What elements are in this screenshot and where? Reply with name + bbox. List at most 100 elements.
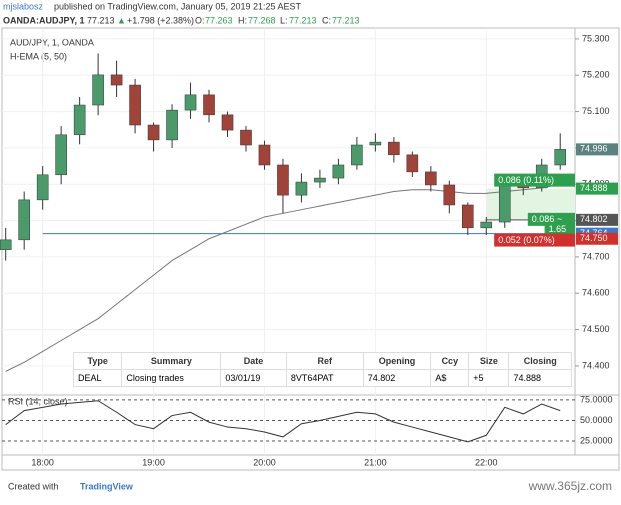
h-label: H: [238, 15, 247, 25]
price-label-box [576, 182, 618, 195]
candle-body [36, 174, 49, 201]
candle-body [203, 94, 215, 116]
price-label-box [576, 213, 618, 226]
annotation-box [494, 173, 575, 187]
candle-body [314, 177, 326, 183]
annotation-label: 0.086 (0.11%) [498, 175, 554, 185]
table-cell: 03/01/19 [220, 369, 287, 387]
table-header: Date [220, 352, 287, 370]
y-tick-label: 74.600 [582, 288, 610, 298]
rsi-title: RSI (14, close) [8, 396, 68, 406]
price-label: 74.888 [580, 183, 608, 193]
candle-body [425, 171, 437, 186]
table-header: Summary [121, 352, 222, 370]
rsi-tick-label: 50.0000 [580, 415, 613, 425]
table-cell: Closing trades [121, 369, 222, 387]
x-tick-label: 20:00 [253, 457, 276, 467]
candle-body [18, 199, 30, 241]
table-header: Opening [362, 352, 432, 370]
brand[interactable]: TradingView [80, 481, 134, 491]
candle-body [351, 144, 363, 166]
l: 77.213 [289, 15, 317, 25]
candle-body [277, 164, 289, 196]
candle-body [388, 141, 400, 156]
candle-body [406, 154, 419, 173]
rsi-tick-label: 25.0000 [580, 435, 613, 445]
annotation-box [494, 233, 575, 247]
rsi-line [5, 400, 561, 443]
table-header: Closing [508, 352, 572, 370]
candle-body [0, 239, 12, 250]
y-tick-label: 75.300 [582, 33, 610, 43]
chart-title: AUD/JPY, 1, OANDA [10, 37, 94, 47]
candle-body [129, 84, 141, 126]
y-tick-label: 75.100 [582, 106, 610, 116]
candle-body [73, 104, 86, 136]
annotation-box [527, 212, 575, 226]
table-cell: A$ [430, 369, 470, 387]
annotation-label: 0.052 (0.07%) [498, 235, 555, 245]
candle-body [461, 204, 474, 229]
ema-line [5, 183, 561, 372]
o-label: O: [195, 15, 205, 25]
h: 77.268 [248, 15, 276, 25]
trade-table: Type Summary Date Ref Opening Ccy Size Closing D… [72, 352, 572, 387]
candle-body [443, 184, 456, 206]
rsi-tick-label: 75.0000 [580, 394, 613, 404]
candle-body [498, 182, 511, 223]
table-header: Type [72, 352, 123, 370]
table-cell: 74.888 [508, 369, 572, 387]
c-label: C: [322, 15, 331, 25]
price-label-box [576, 232, 618, 245]
table-header: Size [468, 352, 510, 370]
arrow: ▲ [117, 15, 126, 25]
x-tick-label: 18:00 [31, 457, 54, 467]
author[interactable]: mjslabosz [3, 1, 44, 11]
price: 77.213 [87, 15, 115, 25]
annotation-box [544, 222, 575, 236]
table-cell: 74.802 [362, 369, 432, 387]
annotation-label: 1.65 [549, 224, 567, 234]
candle-body [332, 164, 345, 179]
c: 77.213 [332, 15, 360, 25]
candle-body [480, 221, 493, 229]
candle-body [554, 149, 567, 166]
candle-body [110, 74, 123, 86]
table-row: DEAL Closing trades 03/01/19 8VT64PAT 74.802… [72, 369, 572, 387]
x-tick-label: 19:00 [142, 457, 165, 467]
table-cell: +5 [468, 369, 510, 387]
y-tick-label: 74.400 [582, 360, 610, 370]
annotation-label: 0.086 ~ [532, 214, 562, 224]
l-label: L: [280, 15, 288, 25]
y-tick-label: 75.200 [582, 70, 610, 80]
chart-subtitle: H-EMA (5, 50) [10, 51, 67, 61]
candle-body [295, 181, 308, 196]
candle-body [147, 124, 160, 141]
published: published on TradingView.com, January 05… [54, 1, 302, 11]
candle-body [92, 74, 104, 106]
candle-body [184, 94, 197, 111]
candle-body [221, 114, 234, 131]
candle-body [369, 141, 382, 146]
table-header: Ccy [430, 352, 470, 370]
o: 77.263 [205, 15, 233, 25]
table-header: Ref [285, 352, 364, 370]
price-label-box [576, 143, 618, 156]
x-tick-label: 22:00 [475, 457, 498, 467]
candle-body [258, 144, 271, 166]
created: Created with [8, 481, 59, 491]
candle-body [55, 134, 67, 176]
y-tick-label: 74.700 [582, 251, 610, 261]
price-label: 74.996 [580, 144, 608, 154]
table-cell: 8VT64PAT [285, 369, 364, 387]
price-label: 74.802 [580, 214, 608, 224]
x-tick-label: 21:00 [364, 457, 387, 467]
watermark: www.365jz.com [528, 479, 612, 493]
table-cell: DEAL [72, 369, 123, 387]
candle-body [166, 109, 178, 141]
y-tick-label: 74.500 [582, 324, 610, 334]
change: +1.798 (+2.38%) [127, 15, 194, 25]
symbol: OANDA:AUDJPY, 1 [3, 15, 85, 25]
